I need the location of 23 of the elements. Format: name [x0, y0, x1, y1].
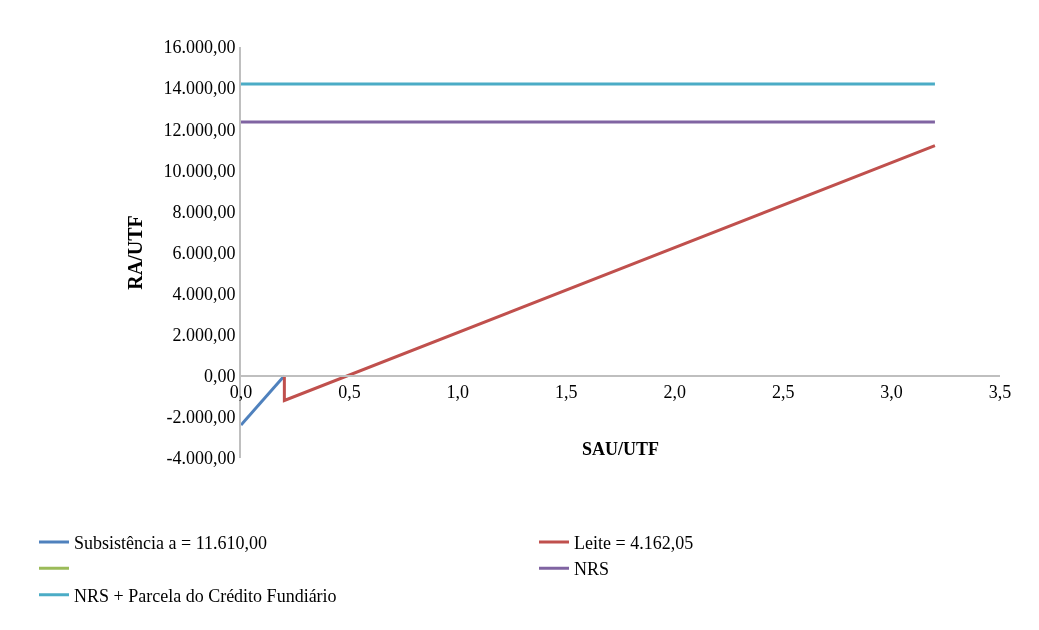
y-tick-label: 16.000,00	[163, 37, 236, 58]
y-tick-label: 12.000,00	[163, 119, 236, 140]
x-tick-label: 1,0	[446, 382, 470, 403]
y-axis-title: RA/UTF	[124, 215, 147, 290]
x-tick-label: 0,5	[338, 382, 361, 403]
legend-label: NRS	[574, 559, 610, 580]
y-tick-label: 8.000,00	[172, 201, 236, 222]
y-tick-label: 4.000,00	[172, 283, 236, 304]
legend-label: NRS + Parcela do Crédito Fundiário	[74, 585, 337, 606]
y-tick-label: 14.000,00	[163, 78, 236, 99]
x-tick-label: 1,5	[555, 382, 578, 403]
x-tick-label: 3,0	[880, 382, 903, 403]
y-tick-label: 6.000,00	[172, 242, 236, 263]
legend-label: Leite = 4.162,05	[574, 532, 694, 553]
y-tick-label: -4.000,00	[166, 448, 236, 469]
x-tick-label: 2,5	[771, 382, 795, 403]
legend-label: Subsistência a = 11.610,00	[74, 532, 267, 553]
y-tick-label: -2.000,00	[166, 407, 236, 428]
y-tick-label: 2.000,00	[172, 325, 236, 345]
x-axis-title: SAU/UTF	[581, 439, 660, 459]
x-tick-label: 2,0	[663, 382, 686, 403]
x-tick-label: 3,5	[988, 382, 1012, 403]
y-tick-label: 10.000,00	[163, 160, 236, 181]
